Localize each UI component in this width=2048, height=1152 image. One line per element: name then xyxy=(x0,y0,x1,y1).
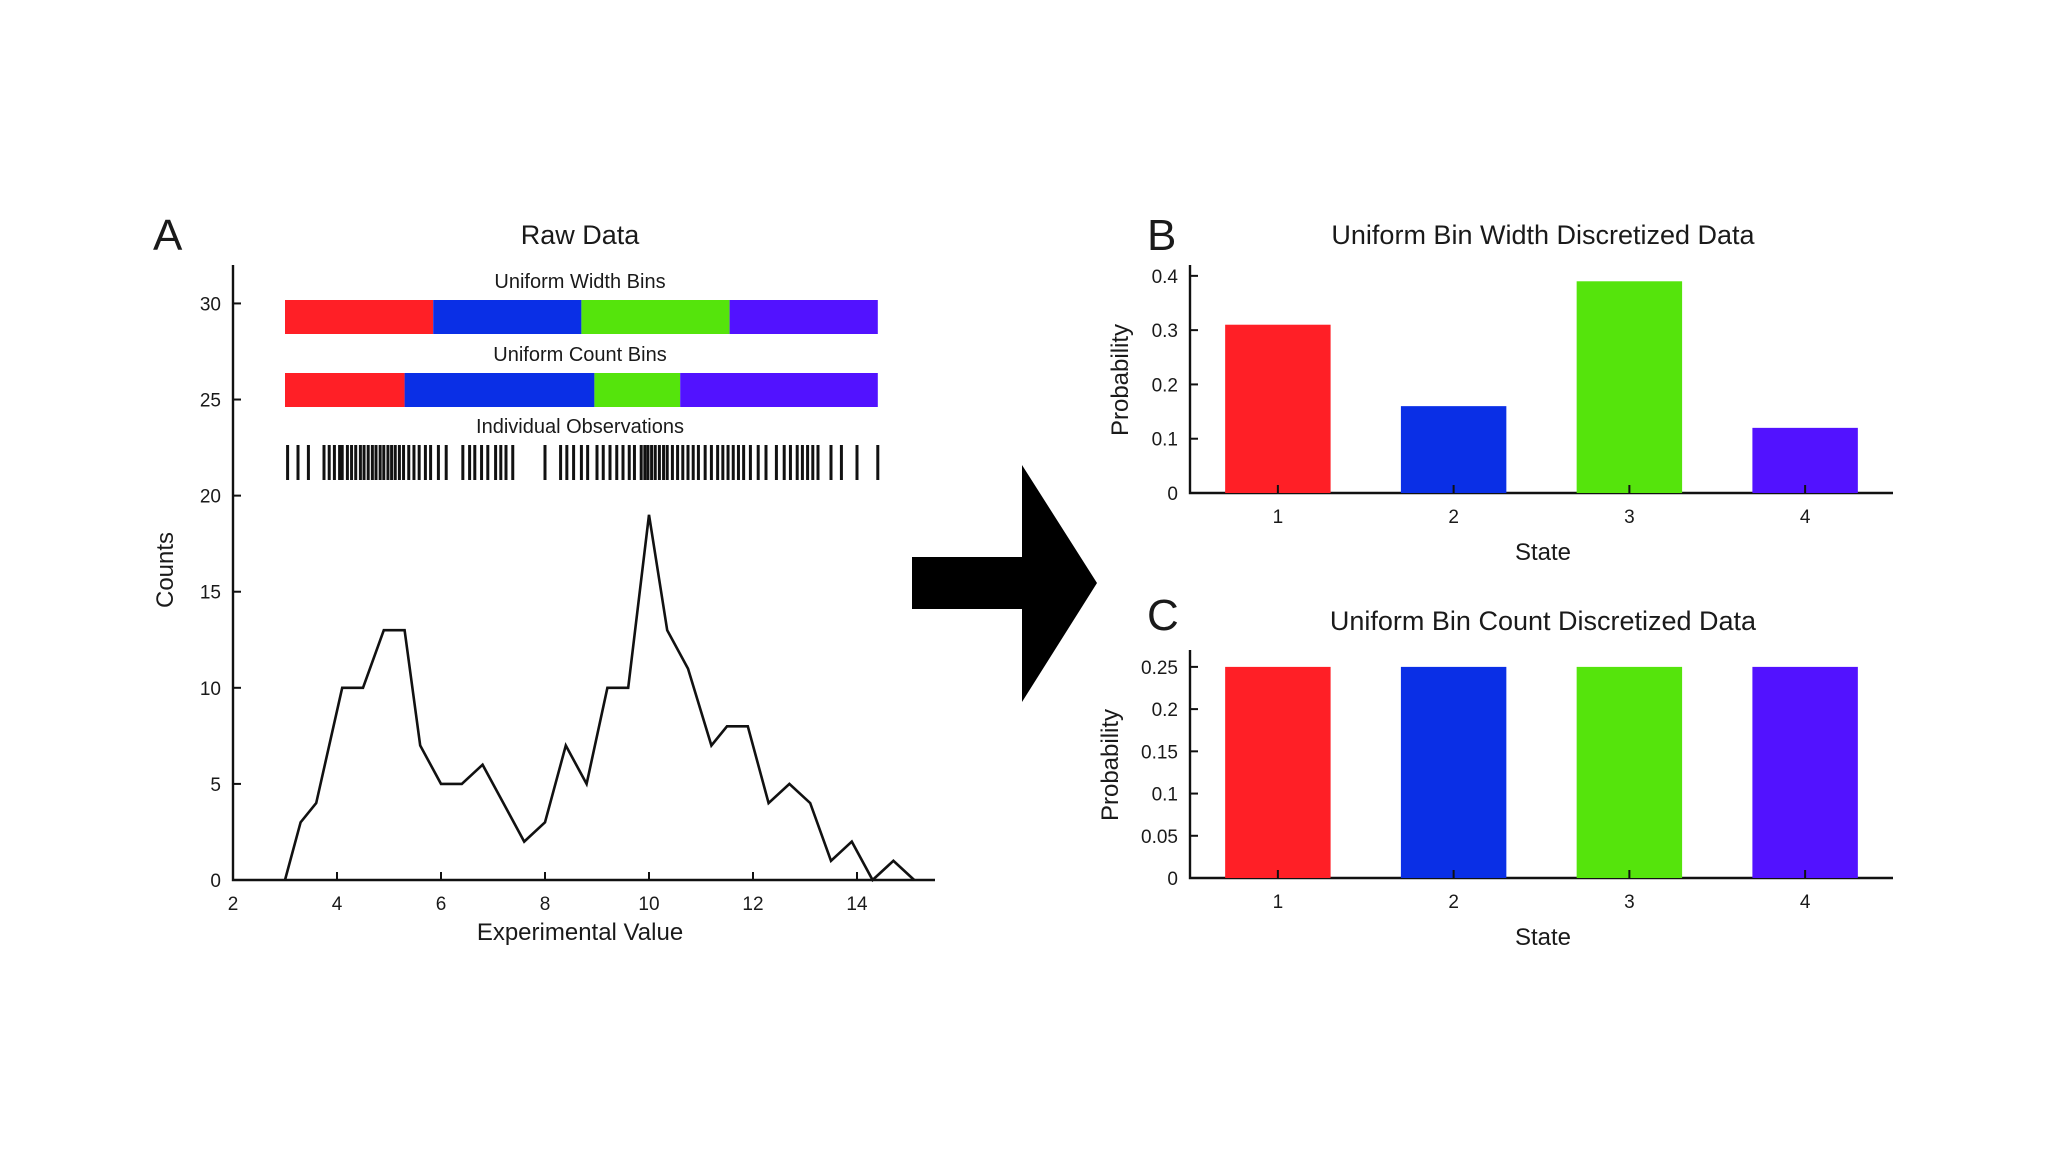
x-tick-label: 3 xyxy=(1624,892,1635,913)
bin-segment xyxy=(433,300,582,334)
bin-segment xyxy=(594,373,681,407)
panel-a-xlabel: Experimental Value xyxy=(477,919,683,946)
y-tick-label: 0 xyxy=(210,871,221,892)
panel-a-raw-data: Raw Data Uniform Width Bins Uniform Count… xyxy=(152,220,935,946)
panel-a-title: Raw Data xyxy=(521,220,641,250)
bar xyxy=(1225,324,1331,493)
y-tick-label: 5 xyxy=(210,775,221,796)
y-tick-label: 0.1 xyxy=(1152,430,1178,451)
bin-segment xyxy=(285,300,434,334)
x-tick-label: 8 xyxy=(540,894,551,915)
y-tick-label: 20 xyxy=(200,487,221,508)
panel-b-uniform-width: Uniform Bin Width Discretized Data 00.10… xyxy=(1107,220,1893,566)
bar xyxy=(1576,281,1683,493)
y-tick-label: 0.4 xyxy=(1152,267,1179,288)
y-tick-label: 15 xyxy=(200,583,221,604)
y-tick-label: 0.1 xyxy=(1152,785,1178,806)
uniform-width-bar-chart: 0 0.1 0.2 0.3 0.4 1 2 3 4 xyxy=(1152,265,1893,528)
x-tick-label: 12 xyxy=(742,894,763,915)
uniform-count-bar-chart: 0 0.05 0.1 0.15 0.2 0.25 1 2 3 4 xyxy=(1141,650,1893,913)
raw-data-plot: 2 4 6 8 10 12 14 0 5 10 15 20 25 30 xyxy=(200,265,935,915)
panel-letter-a: A xyxy=(153,211,183,260)
x-tick-label: 6 xyxy=(436,894,447,915)
panel-b-xlabel: State xyxy=(1515,539,1571,566)
strip-label: Uniform Width Bins xyxy=(494,271,665,293)
bar xyxy=(1400,666,1507,878)
panel-b-ylabel: Probability xyxy=(1107,324,1134,436)
bin-segment xyxy=(729,300,878,334)
bar xyxy=(1752,666,1858,878)
bar xyxy=(1752,427,1858,493)
panel-letter-c: C xyxy=(1147,591,1179,640)
y-tick-label: 0 xyxy=(1167,869,1178,890)
bin-segment xyxy=(680,373,878,407)
x-tick-label: 1 xyxy=(1273,892,1284,913)
y-tick-label: 0.2 xyxy=(1152,700,1178,721)
strip-label: Uniform Count Bins xyxy=(493,344,666,366)
panel-letter-b: B xyxy=(1147,211,1176,260)
panel-b-title: Uniform Bin Width Discretized Data xyxy=(1331,220,1755,250)
x-tick-label: 2 xyxy=(1448,892,1459,913)
y-tick-label: 0.3 xyxy=(1152,321,1178,342)
panel-c-ylabel: Probability xyxy=(1097,709,1124,821)
bar xyxy=(1225,666,1331,878)
panel-a-ylabel: Counts xyxy=(152,532,179,608)
bin-segment xyxy=(285,373,405,407)
counts-line xyxy=(283,514,916,883)
y-tick-label: 0.25 xyxy=(1141,658,1178,679)
bin-segment xyxy=(404,373,595,407)
y-tick-label: 0.2 xyxy=(1152,375,1178,396)
y-tick-label: 30 xyxy=(200,294,221,315)
y-tick-label: 10 xyxy=(200,679,221,700)
x-tick-label: 2 xyxy=(228,894,239,915)
bin-segment xyxy=(581,300,730,334)
individual-observations: Individual Observations xyxy=(286,416,880,480)
bar xyxy=(1576,666,1683,878)
x-tick-label: 14 xyxy=(846,894,868,915)
x-tick-label: 2 xyxy=(1448,507,1459,528)
panel-c-uniform-count: Uniform Bin Count Discretized Data 0 0.05… xyxy=(1097,606,1893,951)
x-tick-label: 4 xyxy=(1800,892,1811,913)
y-tick-label: 0 xyxy=(1167,484,1178,505)
x-tick-label: 1 xyxy=(1273,507,1284,528)
y-tick-label: 25 xyxy=(200,391,221,412)
right-arrow-icon xyxy=(912,465,1097,702)
x-tick-label: 3 xyxy=(1624,507,1635,528)
x-tick-label: 10 xyxy=(638,894,659,915)
panel-c-xlabel: State xyxy=(1515,924,1571,951)
x-tick-label: 4 xyxy=(332,894,343,915)
y-tick-label: 0.15 xyxy=(1141,742,1178,763)
bin-strips: Uniform Width Bins Uniform Count Bins xyxy=(285,271,878,407)
x-tick-label: 4 xyxy=(1800,507,1811,528)
y-tick-label: 0.05 xyxy=(1141,827,1178,848)
panel-c-title: Uniform Bin Count Discretized Data xyxy=(1330,606,1757,636)
bar xyxy=(1400,406,1507,493)
observations-label: Individual Observations xyxy=(476,416,684,438)
